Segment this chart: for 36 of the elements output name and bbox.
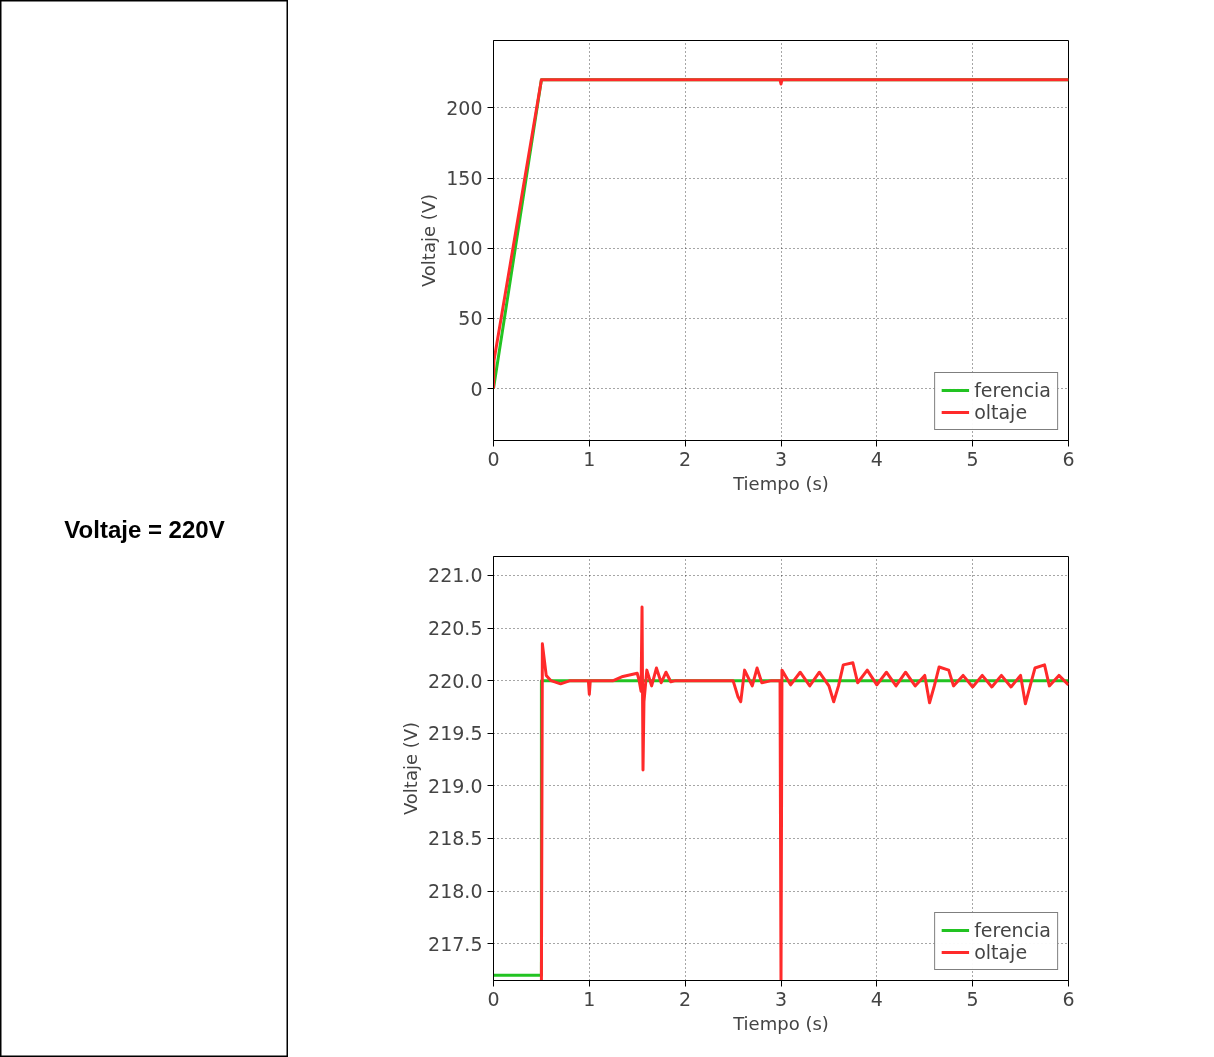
y-tick-label: 219.0 xyxy=(428,774,483,797)
x-tick-label: 0 xyxy=(487,447,500,470)
y-tick-label: 200 xyxy=(446,96,483,119)
x-tick-label: 3 xyxy=(774,987,788,1010)
y-tick-label: 219.5 xyxy=(428,722,483,745)
y-tick-label: 217.5 xyxy=(428,932,483,955)
y-tick-label: 150 xyxy=(446,167,483,190)
text: Voltaje = 220V xyxy=(64,515,225,543)
legend-label: ferencia xyxy=(974,919,1051,941)
y-tick-label: 0 xyxy=(470,377,483,400)
x-tick-label: 5 xyxy=(966,447,979,470)
x-tick-label: 1 xyxy=(583,987,596,1010)
x-tick-label: 3 xyxy=(774,447,788,470)
x-axis-title: Tiempo (s) xyxy=(732,1012,829,1034)
y-axis-title: Voltaje (V) xyxy=(418,193,440,288)
y-tick-label: 100 xyxy=(446,237,483,260)
x-axis-title: Tiempo (s) xyxy=(732,472,829,494)
y-tick-label: 218.5 xyxy=(428,827,483,850)
y-tick-label: 221.0 xyxy=(428,564,483,587)
x-tick-label: 2 xyxy=(679,987,692,1010)
y-tick-label: 220.5 xyxy=(428,617,483,640)
y-axis-title: Voltaje (V) xyxy=(400,721,422,816)
x-tick-label: 4 xyxy=(870,447,883,470)
x-tick-label: 4 xyxy=(870,987,883,1010)
legend-label: ferencia xyxy=(974,379,1051,401)
legend-label: oltaje xyxy=(974,401,1028,423)
y-tick-label: 218.0 xyxy=(428,880,483,903)
legend-label: oltaje xyxy=(974,941,1028,963)
x-tick-label: 6 xyxy=(1062,447,1075,470)
y-tick-label: 50 xyxy=(458,307,483,330)
x-tick-label: 5 xyxy=(966,987,979,1010)
x-tick-label: 6 xyxy=(1062,987,1075,1010)
y-tick-label: 220.0 xyxy=(428,669,483,692)
x-tick-label: 1 xyxy=(583,447,596,470)
x-tick-label: 0 xyxy=(487,987,500,1010)
x-tick-label: 2 xyxy=(679,447,692,470)
